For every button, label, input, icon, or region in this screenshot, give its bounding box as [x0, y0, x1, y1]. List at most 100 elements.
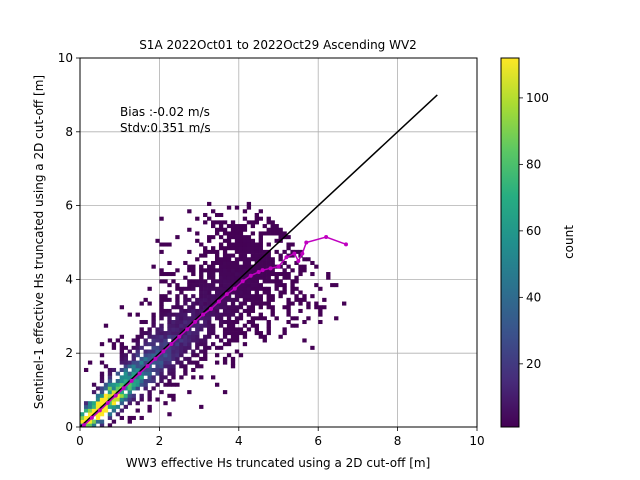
heatmap-cell — [270, 305, 275, 310]
heatmap-cell — [270, 308, 275, 313]
heatmap-cell — [159, 338, 164, 343]
heatmap-cell — [214, 286, 220, 291]
heatmap-cell — [191, 375, 196, 380]
heatmap-cell — [222, 331, 228, 336]
heatmap-cell — [183, 371, 188, 376]
heatmap-cell — [222, 286, 228, 291]
heatmap-cell — [234, 305, 240, 310]
binned-mean-point — [276, 264, 281, 269]
heatmap-cell — [230, 319, 236, 325]
heatmap-cell — [187, 327, 192, 332]
heatmap-cell — [258, 231, 263, 236]
heatmap-cell — [99, 390, 105, 395]
heatmap-cell — [290, 301, 295, 306]
heatmap-cell — [318, 319, 323, 325]
heatmap-cell — [99, 397, 105, 402]
heatmap-cell — [222, 297, 228, 302]
heatmap-cell — [258, 242, 263, 247]
heatmap-cell — [151, 349, 156, 354]
heatmap-cell — [155, 338, 160, 343]
heatmap-cell — [314, 283, 319, 288]
heatmap-cell — [195, 338, 200, 343]
heatmap-cell — [167, 327, 172, 332]
heatmap-cell — [95, 401, 101, 406]
heatmap-cell — [139, 393, 144, 398]
heatmap-cell — [191, 272, 196, 277]
heatmap-cell — [242, 209, 248, 214]
heatmap-cell — [234, 260, 240, 265]
heatmap-cell — [246, 290, 252, 295]
heatmap-cell — [282, 327, 287, 332]
heatmap-cell — [322, 305, 327, 310]
heatmap-cell — [147, 331, 152, 336]
heatmap-cell — [238, 316, 244, 321]
heatmap-cell — [286, 308, 291, 313]
heatmap-cell — [218, 286, 224, 291]
heatmap-cell — [226, 305, 232, 310]
heatmap-cell — [298, 297, 303, 302]
heatmap-cell — [147, 397, 152, 402]
heatmap-cell — [246, 319, 252, 325]
heatmap-cell — [266, 253, 271, 258]
heatmap-cell — [211, 297, 216, 302]
heatmap-cell — [226, 319, 232, 325]
heatmap-cell — [238, 257, 244, 262]
heatmap-cell — [286, 297, 291, 302]
heatmap-cell — [183, 364, 188, 369]
heatmap-cell — [270, 264, 275, 269]
heatmap-cell — [207, 272, 212, 277]
heatmap-cell — [242, 308, 248, 313]
heatmap-cell — [214, 253, 220, 258]
heatmap-cell — [167, 308, 172, 313]
binned-mean-point — [105, 401, 110, 406]
heatmap-cell — [234, 294, 240, 299]
heatmap-cell — [139, 379, 144, 384]
heatmap-cell — [191, 305, 196, 310]
heatmap-cell — [230, 327, 236, 332]
heatmap-cell — [159, 327, 164, 332]
heatmap-cell — [218, 283, 224, 288]
heatmap-cell — [234, 272, 240, 277]
heatmap-cell — [131, 393, 136, 398]
heatmap-cell — [203, 260, 208, 265]
heatmap-cell — [171, 323, 176, 328]
heatmap-cell — [254, 220, 259, 225]
heatmap-cell — [183, 338, 188, 343]
heatmap-cell — [139, 371, 144, 376]
heatmap-cell — [103, 404, 109, 409]
heatmap-cell — [83, 404, 89, 409]
heatmap-cell — [270, 231, 275, 236]
heatmap-cell — [199, 308, 204, 313]
heatmap-cell — [119, 345, 125, 350]
heatmap-cell — [238, 286, 244, 291]
heatmap-cell — [214, 382, 220, 387]
heatmap-cell — [151, 316, 156, 321]
heatmap-cell — [167, 319, 172, 325]
heatmap-cell — [167, 353, 172, 358]
heatmap-cell — [127, 349, 132, 354]
heatmap-cell — [262, 272, 267, 277]
heatmap-cell — [266, 319, 271, 325]
heatmap-cell — [218, 323, 224, 328]
heatmap-cell — [171, 382, 176, 387]
heatmap-cell — [191, 286, 196, 291]
heatmap-cell — [234, 331, 240, 336]
heatmap-cell — [266, 286, 271, 291]
heatmap-cell — [258, 216, 263, 221]
heatmap-cell — [195, 319, 200, 325]
heatmap-cell — [127, 375, 132, 380]
heatmap-cell — [250, 257, 256, 262]
heatmap-cell — [163, 353, 168, 358]
heatmap-cell — [286, 242, 291, 247]
heatmap-cell — [111, 367, 117, 372]
heatmap-cell — [270, 220, 275, 225]
heatmap-cell — [218, 290, 224, 295]
heatmap-cell — [195, 342, 200, 347]
heatmap-cell — [147, 379, 152, 384]
heatmap-cell — [179, 334, 184, 339]
heatmap-cell — [266, 327, 271, 332]
heatmap-cell — [318, 305, 323, 310]
heatmap-cell — [238, 227, 244, 232]
heatmap-cell — [151, 360, 156, 365]
heatmap-cell — [218, 279, 224, 284]
